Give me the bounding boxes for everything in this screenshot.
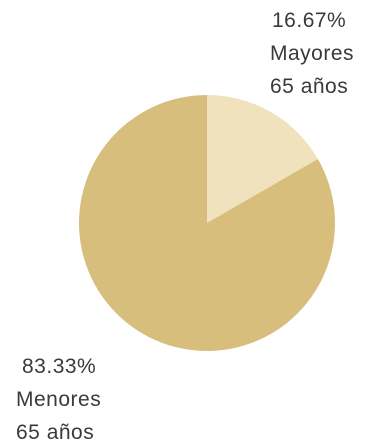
pie-slice-menores xyxy=(78,95,335,351)
slice-percent-label: 83.33% xyxy=(22,355,96,378)
slice-label-menores: 83.33% Menores 65 años xyxy=(16,355,101,442)
slice-percent-label: 16.67% xyxy=(272,9,346,32)
pie-slices xyxy=(78,95,335,351)
slice-label-mayores: 16.67% Mayores 65 años xyxy=(270,9,354,98)
pie-slice-mayores xyxy=(207,95,318,223)
slice-name-label-line2: 65 años xyxy=(270,75,348,98)
slice-name-label-line1: Mayores xyxy=(270,42,354,65)
slice-name-label-line2: 65 años xyxy=(16,421,94,442)
slice-name-label-line1: Menores xyxy=(16,388,101,411)
